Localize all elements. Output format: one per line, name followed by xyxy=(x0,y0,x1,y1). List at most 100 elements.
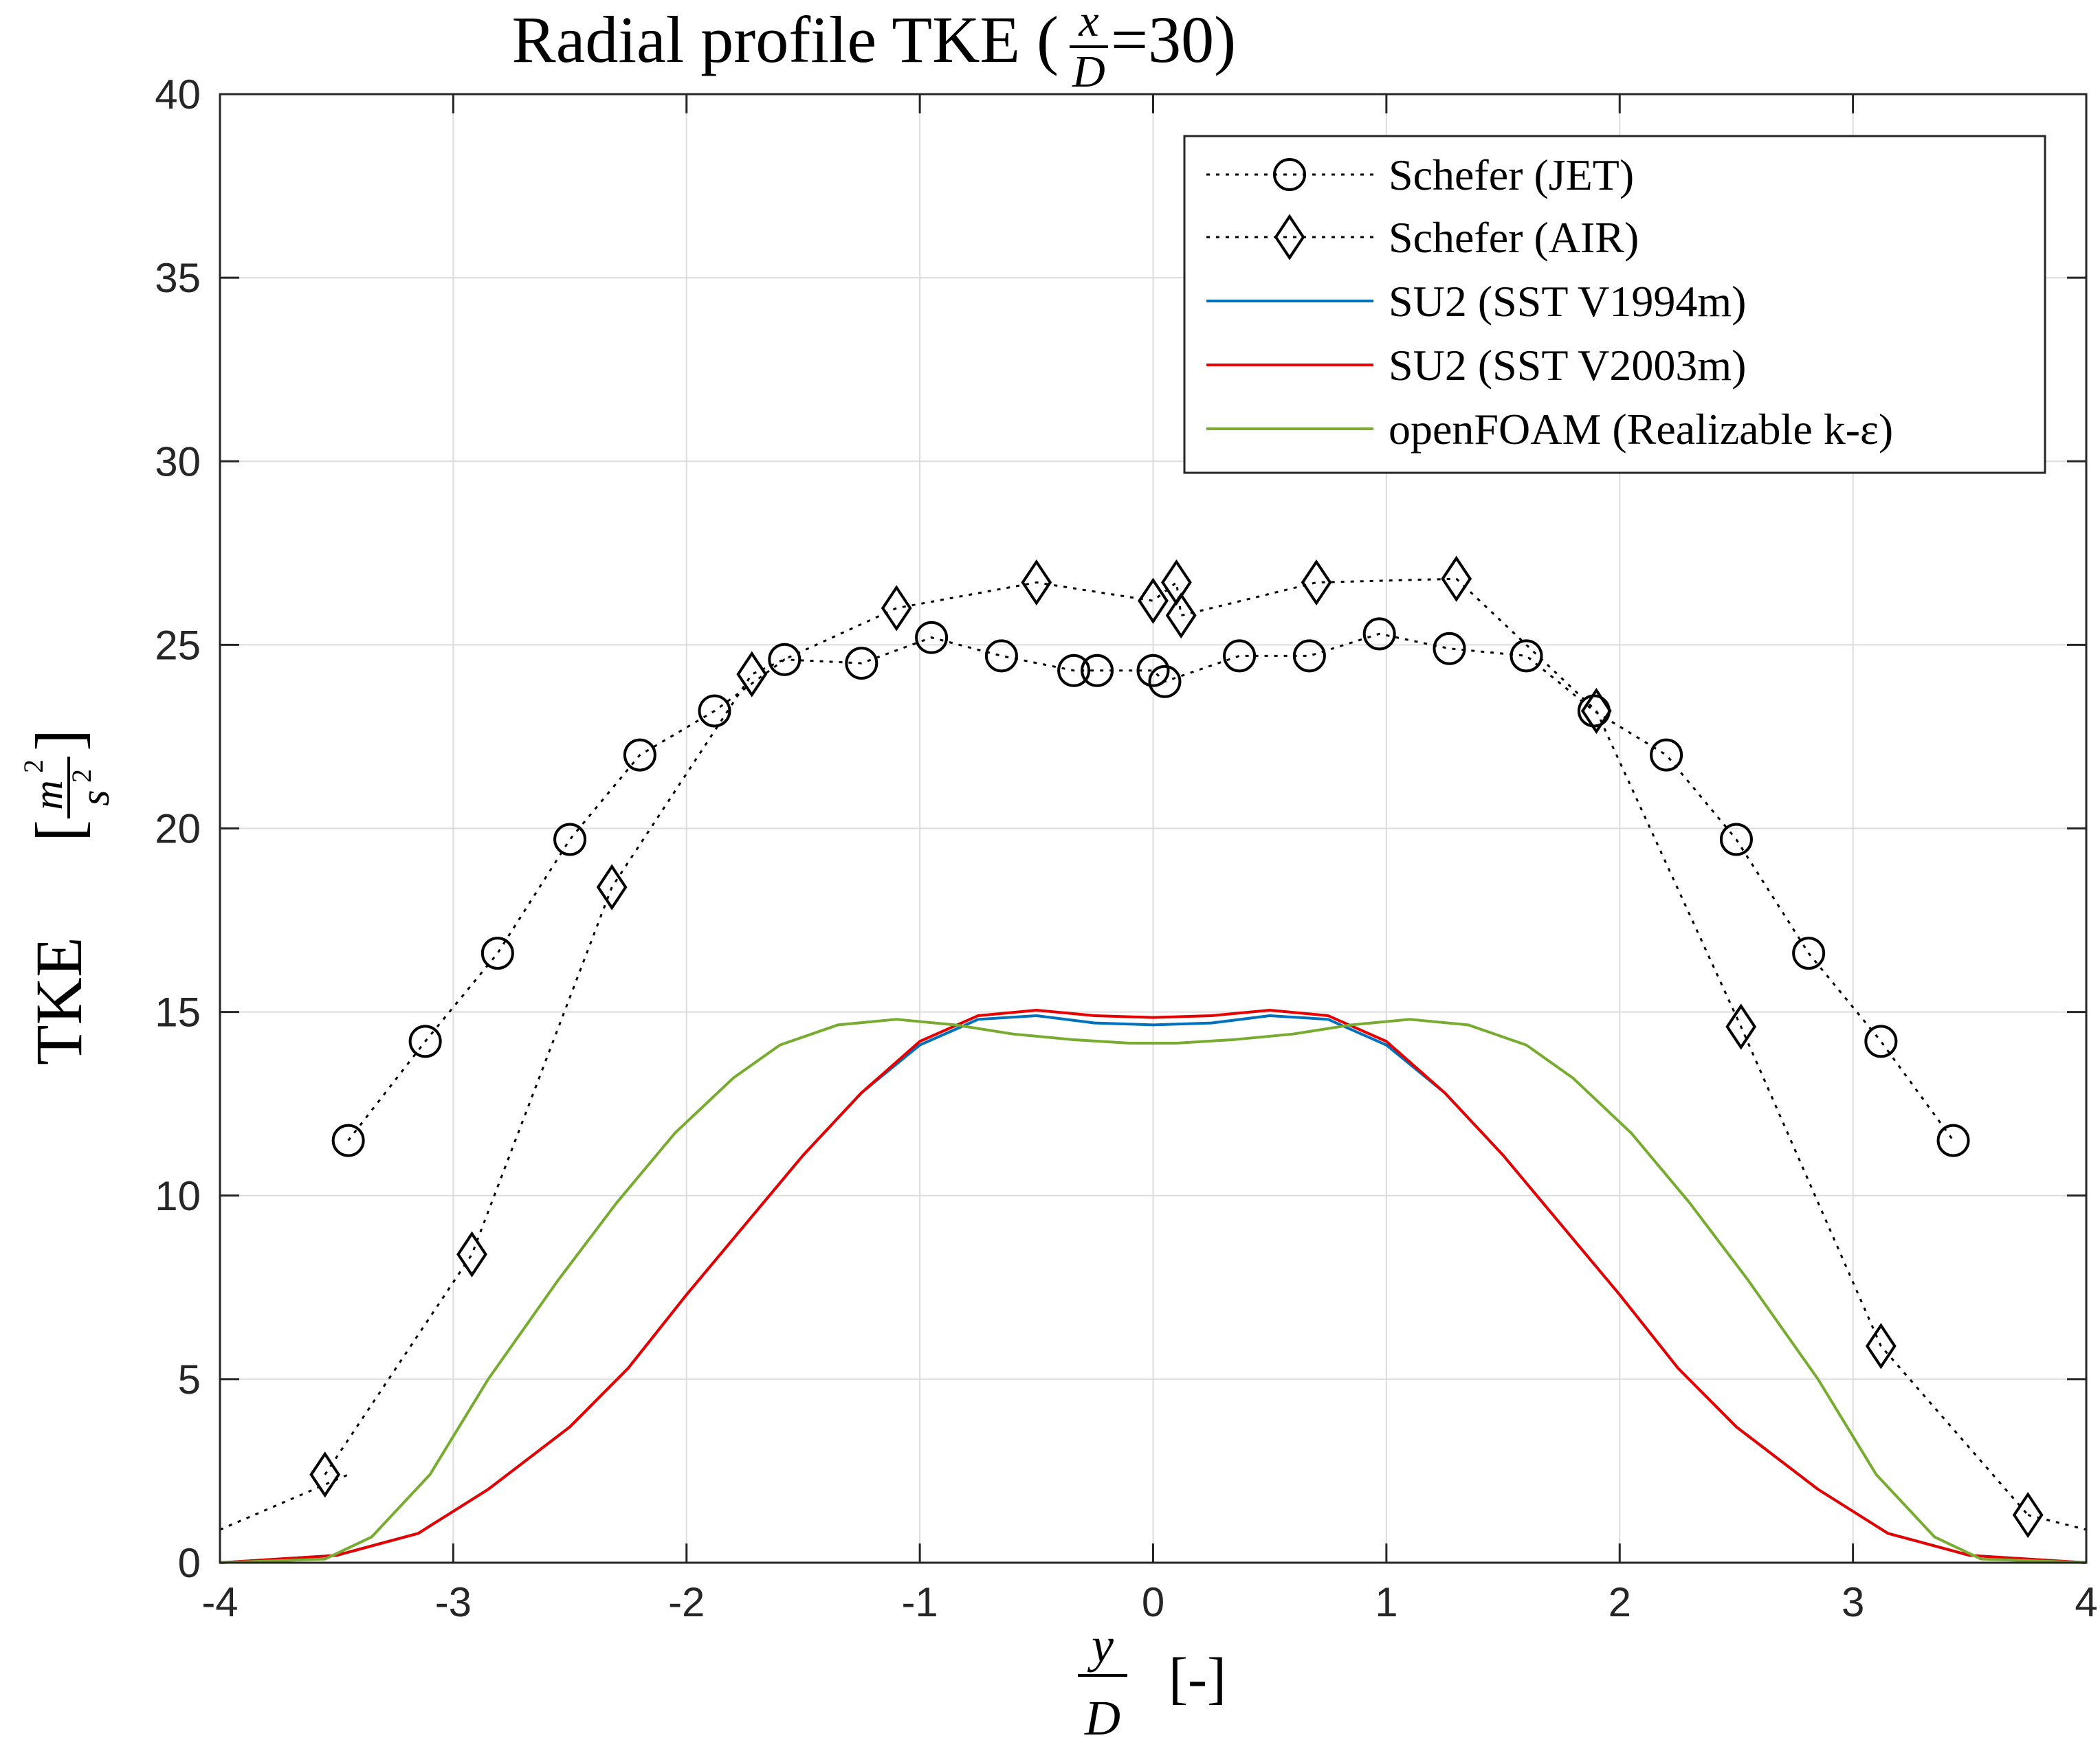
data-point-schefer-air xyxy=(1138,577,1169,624)
chart-title: Radial profile TKE ( x D =30) xyxy=(512,0,1236,97)
data-point-schefer-air xyxy=(736,651,768,698)
series-line-su2-sst-v2003m xyxy=(219,1008,2087,1564)
y-label-open-bracket: [ xyxy=(22,820,96,842)
series-layer xyxy=(219,555,2087,1564)
x-label-unit: [-] xyxy=(1169,1647,1226,1710)
x-label-numerator: y xyxy=(1087,1618,1114,1673)
x-tick-label: -4 xyxy=(201,1579,238,1625)
data-point-schefer-air xyxy=(1725,1003,1757,1050)
y-tick-label: 40 xyxy=(155,71,201,118)
data-point-schefer-jet xyxy=(1936,1124,1970,1157)
data-point-schefer-air xyxy=(1301,559,1332,606)
data-point-schefer-jet xyxy=(915,621,949,654)
y-tick-label: 0 xyxy=(178,1540,201,1586)
y-label-unit-numerator-exponent: 2 xyxy=(18,759,49,773)
title-fraction-numerator: x xyxy=(1078,0,1098,46)
series-su2-sst-v2003m xyxy=(219,1008,2087,1564)
data-point-schefer-air xyxy=(1441,555,1472,602)
data-point-schefer-jet xyxy=(1362,617,1396,651)
data-point-schefer-jet xyxy=(768,643,802,676)
legend-entry-openfoam-realizable-k: openFOAM (Realizable k-ε) xyxy=(1206,405,1893,454)
data-point-schefer-jet xyxy=(1136,654,1170,687)
data-point-schefer-jet xyxy=(1057,654,1091,687)
y-tick-label: 30 xyxy=(155,438,201,484)
series-line-extension-schefer-air xyxy=(2027,1514,2087,1531)
data-point-schefer-air xyxy=(2012,1491,2044,1539)
series-line-extension-schefer-jet xyxy=(219,1473,349,1531)
data-point-schefer-jet xyxy=(623,738,656,772)
data-point-schefer-jet xyxy=(698,694,731,728)
data-point-schefer-jet xyxy=(408,1025,442,1058)
data-point-schefer-jet xyxy=(1433,632,1466,665)
legend-marker-schefer-air xyxy=(1274,214,1305,260)
data-point-schefer-jet xyxy=(1223,639,1257,673)
title-fraction-denominator: D xyxy=(1072,47,1105,97)
data-point-schefer-air xyxy=(1580,687,1612,735)
data-point-schefer-jet xyxy=(984,639,1018,673)
series-openfoam-realizable-k xyxy=(219,1018,2087,1564)
legend-marker-schefer-jet xyxy=(1273,158,1306,191)
data-point-schefer-jet xyxy=(1148,665,1182,698)
data-point-schefer-air xyxy=(881,585,912,632)
series-line-schefer-jet xyxy=(347,632,1954,1141)
data-point-schefer-jet xyxy=(480,937,514,970)
data-point-schefer-jet xyxy=(1650,738,1683,772)
x-tick-label: -3 xyxy=(435,1579,472,1625)
legend: Schefer (JET) Schefer (AIR) SU2 (SST V1994… xyxy=(1183,135,2046,474)
y-label-unit-numerator: m xyxy=(25,780,71,810)
data-point-schefer-air xyxy=(1021,559,1052,606)
x-label-denominator: D xyxy=(1084,1691,1120,1746)
y-tick-label: 20 xyxy=(155,806,201,852)
legend-entry-su2-sst-v2003m: SU2 (SST V2003m) xyxy=(1206,341,1746,390)
x-axis-label: y D [-] xyxy=(1078,1618,1226,1746)
legend-label-su2-sst-v2003m: SU2 (SST V2003m) xyxy=(1389,341,1746,390)
series-schefer-jet xyxy=(219,617,1970,1531)
legend-entry-su2-sst-v1994m: SU2 (SST V1994m) xyxy=(1206,277,1746,326)
y-tick-label: 25 xyxy=(155,622,201,668)
data-point-schefer-air xyxy=(1165,592,1197,639)
series-line-openfoam-realizable-k xyxy=(219,1018,2087,1564)
data-point-schefer-jet xyxy=(1792,937,1826,970)
legend-entry-schefer-jet: Schefer (JET) xyxy=(1206,150,1634,199)
y-label-close-bracket: ] xyxy=(22,729,96,751)
y-tick-label: 5 xyxy=(178,1357,201,1403)
y-axis-label: TKE [ m 2 s 2 ] xyxy=(18,729,118,1065)
data-point-schefer-air xyxy=(596,864,628,911)
x-tick-label: 2 xyxy=(1609,1579,1631,1625)
y-label-text: TKE xyxy=(22,937,96,1065)
data-point-schefer-air xyxy=(1865,1323,1897,1370)
data-point-schefer-jet xyxy=(1864,1025,1898,1058)
x-tick-label: -2 xyxy=(668,1579,705,1625)
legend-label-openfoam-realizable-k: openFOAM (Realizable k-ε) xyxy=(1389,405,1893,454)
legend-entry-schefer-air: Schefer (AIR) xyxy=(1206,213,1639,262)
x-tick-label: 0 xyxy=(1142,1579,1164,1625)
legend-label-schefer-jet: Schefer (JET) xyxy=(1389,150,1634,199)
y-label-unit-denominator: s xyxy=(72,790,118,805)
data-point-schefer-air xyxy=(456,1231,487,1278)
data-point-schefer-jet xyxy=(553,823,587,856)
legend-label-su2-sst-v1994m: SU2 (SST V1994m) xyxy=(1389,277,1746,326)
x-tick-label: 1 xyxy=(1375,1579,1397,1625)
data-point-schefer-jet xyxy=(1292,639,1326,673)
y-tick-label: 35 xyxy=(155,255,201,301)
data-point-schefer-jet xyxy=(1510,639,1543,673)
data-point-schefer-air xyxy=(309,1451,341,1498)
x-tick-label: 4 xyxy=(2075,1579,2097,1625)
x-tick-label: 3 xyxy=(1842,1579,1864,1625)
data-point-schefer-jet xyxy=(1081,654,1114,687)
legend-label-schefer-air: Schefer (AIR) xyxy=(1389,213,1639,262)
y-label-unit-denominator-exponent: 2 xyxy=(66,769,97,783)
y-tick-label: 10 xyxy=(155,1173,201,1219)
series-schefer-air xyxy=(309,555,2087,1539)
y-tick-label: 15 xyxy=(155,990,201,1036)
data-point-schefer-jet xyxy=(1719,823,1753,856)
title-equals: =30) xyxy=(1111,3,1236,76)
legend-box xyxy=(1183,135,2046,474)
title-text: Radial profile TKE ( xyxy=(512,3,1059,76)
axis-ticks xyxy=(219,93,2088,1564)
series-line-schefer-air xyxy=(324,577,2029,1516)
data-point-schefer-jet xyxy=(845,647,878,680)
x-tick-label: -1 xyxy=(901,1579,938,1625)
